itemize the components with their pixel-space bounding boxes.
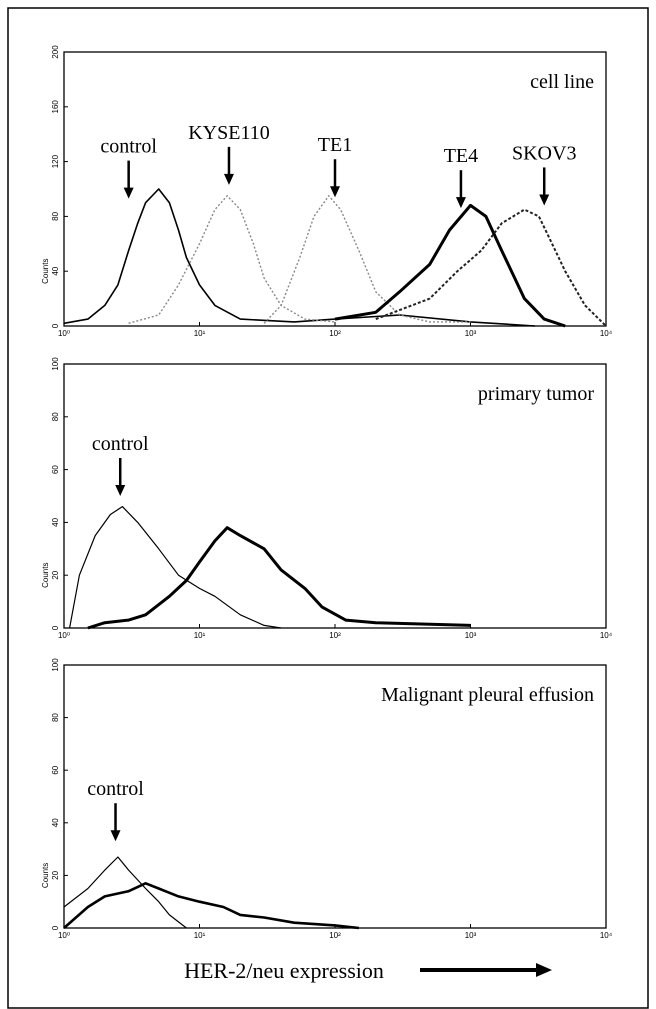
x-tick-label: 10² [329, 631, 341, 640]
y-axis-label: Counts [41, 259, 50, 284]
y-tick-label: 160 [51, 100, 60, 114]
y-tick-label: 80 [51, 412, 60, 421]
y-axis-label: Counts [41, 563, 50, 588]
x-tick-label: 10⁰ [58, 931, 70, 940]
x-tick-label: 10³ [465, 329, 477, 338]
annotation-label: control [100, 136, 157, 158]
y-tick-label: 40 [51, 517, 60, 526]
x-tick-label: 10⁴ [600, 631, 613, 640]
annotation-label: TE1 [318, 134, 352, 156]
annotation-arrow-head [115, 485, 126, 496]
annotation-label: control [92, 433, 149, 455]
histogram-line [87, 526, 471, 630]
histogram-line [63, 882, 360, 930]
y-tick-label: 60 [51, 465, 60, 474]
histogram-line [334, 203, 566, 328]
x-tick-label: 10⁴ [600, 329, 613, 338]
y-tick-label: 60 [51, 765, 60, 774]
annotation-label: control [87, 778, 144, 800]
histogram-line [128, 195, 336, 324]
x-label-arrow-head [536, 963, 552, 977]
y-tick-label: 0 [51, 323, 60, 328]
y-axis-label: Counts [41, 863, 50, 888]
panel-label: cell line [530, 71, 594, 93]
y-tick-label: 120 [51, 154, 60, 168]
annotation-arrow-head [455, 197, 466, 209]
y-tick-label: 0 [51, 925, 60, 930]
y-tick-label: 100 [51, 357, 60, 371]
annotation-label: KYSE110 [188, 122, 269, 144]
annotation-label: SKOV3 [512, 142, 576, 164]
y-tick-label: 80 [51, 211, 60, 220]
panel-label: primary tumor [478, 383, 594, 405]
histogram-line [63, 856, 187, 929]
annotation-arrow-head [110, 830, 121, 842]
annotation-arrow-head [330, 186, 340, 198]
x-axis-label: HER-2/neu expression [184, 958, 384, 983]
y-tick-label: 40 [51, 266, 60, 275]
x-tick-label: 10¹ [194, 931, 206, 940]
x-tick-label: 10¹ [194, 329, 206, 338]
y-tick-label: 100 [51, 658, 60, 672]
y-tick-label: 80 [51, 713, 60, 722]
y-tick-label: 20 [51, 570, 60, 579]
annotation-arrow-head [223, 173, 234, 185]
y-tick-label: 40 [51, 818, 60, 827]
x-tick-label: 10³ [465, 631, 477, 640]
histogram-line [69, 506, 282, 629]
y-tick-label: 20 [51, 870, 60, 879]
x-tick-label: 10¹ [194, 631, 206, 640]
y-tick-label: 200 [51, 45, 60, 59]
histogram-line [263, 195, 471, 324]
x-tick-label: 10⁰ [58, 329, 70, 338]
annotation-label: TE4 [444, 145, 478, 167]
annotation-arrow-head [539, 194, 550, 206]
x-tick-label: 10⁴ [600, 931, 613, 940]
x-tick-label: 10⁰ [58, 631, 70, 640]
x-tick-label: 10³ [465, 931, 477, 940]
annotation-arrow-head [123, 187, 134, 199]
x-tick-label: 10² [329, 329, 341, 338]
x-tick-label: 10² [329, 931, 341, 940]
panel-label: Malignant pleural effusion [381, 684, 594, 706]
y-tick-label: 0 [51, 625, 60, 630]
frame [7, 7, 649, 1009]
